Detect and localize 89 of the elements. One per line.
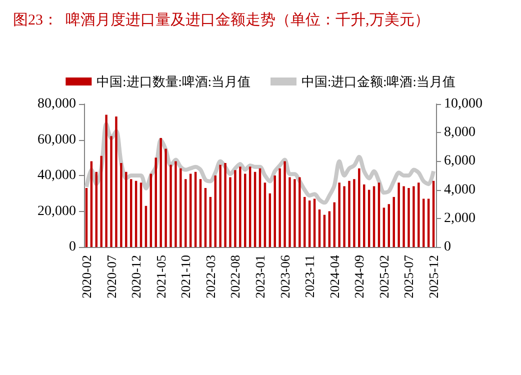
y-tick-label: 0 [69, 240, 76, 254]
bar [90, 161, 93, 247]
y-tick-label: 20,000 [38, 204, 76, 219]
bar [130, 179, 132, 247]
x-tick-label: 2025-12 [426, 255, 442, 298]
bar [219, 164, 222, 247]
bar [353, 179, 356, 247]
bar [248, 166, 252, 247]
bar [398, 182, 400, 247]
bar [278, 168, 281, 247]
bar [318, 209, 321, 247]
bar [199, 179, 202, 247]
x-tick-label: 2020-02 [78, 255, 94, 298]
x-tick-label: 2020-07 [104, 254, 119, 298]
bar [338, 182, 340, 247]
bar [422, 198, 425, 247]
y2-tick-label: 8,000 [444, 125, 476, 140]
y2-tick-label: 0 [444, 240, 451, 254]
bar [160, 138, 162, 247]
bar [388, 204, 390, 247]
bar [378, 182, 380, 247]
bar [313, 198, 316, 247]
y-tick-label: 40,000 [38, 168, 76, 183]
bar [348, 180, 350, 247]
bar [254, 172, 256, 247]
y-tick-label: 80,000 [38, 96, 76, 112]
bar [189, 174, 192, 247]
y2-tick-label: 6,000 [444, 154, 476, 169]
x-tick-label: 2022-08 [228, 255, 243, 298]
x-tick-label: 2023-01 [252, 255, 268, 298]
bar [343, 186, 346, 247]
bar [140, 182, 142, 247]
bar [204, 188, 207, 247]
bar [184, 179, 187, 247]
bar [229, 177, 232, 247]
x-tick-label: 2024-09 [352, 255, 367, 298]
legend-label: 中国:进口数量:啤酒:当月值 [96, 74, 251, 89]
bar [382, 208, 386, 247]
y2-tick-label: 2,000 [444, 210, 476, 226]
x-tick-label: 2025-02 [376, 255, 392, 298]
bar [120, 162, 122, 247]
bar [170, 164, 172, 247]
bar [125, 172, 128, 247]
bar [427, 198, 430, 247]
bar [100, 156, 102, 247]
y2-tick-label: 4,000 [444, 182, 476, 198]
bar [95, 172, 98, 247]
bar [418, 182, 420, 247]
x-tick-label: 2021-10 [178, 255, 194, 298]
bar [288, 177, 291, 247]
y-tick-label: 60,000 [38, 132, 76, 148]
bar [274, 176, 276, 247]
x-tick-label: 2020-12 [128, 255, 144, 298]
bar [308, 200, 311, 247]
bar [85, 188, 88, 247]
bar [244, 174, 246, 247]
bar [402, 186, 405, 247]
bar [214, 176, 216, 247]
x-tick-label: 2025-07 [401, 254, 416, 298]
x-tick-label: 2024-04 [326, 254, 342, 298]
bar [412, 186, 415, 247]
bar [105, 114, 108, 247]
bar [392, 196, 395, 247]
x-tick-label: 2023-11 [302, 255, 318, 298]
bar [234, 170, 236, 247]
bar [110, 136, 112, 247]
bar [264, 182, 266, 247]
bar [358, 168, 360, 247]
bar [362, 184, 366, 247]
bar [150, 174, 152, 247]
bar [239, 166, 242, 247]
legend-label: 中国:进口金额:啤酒:当月值 [302, 74, 456, 89]
bar [224, 162, 226, 247]
bar [294, 179, 296, 247]
bar [194, 172, 197, 247]
bar [408, 188, 410, 247]
x-tick-label: 2022-03 [202, 255, 218, 298]
x-tick-label: 2021-05 [153, 255, 168, 298]
bar [164, 148, 167, 247]
chart-title: 图23： 啤酒月度进口量及进口金额走势（单位：千升,万美元） [13, 12, 430, 28]
bar [284, 161, 286, 247]
y2-tick-label: 10,000 [444, 96, 482, 112]
bar [298, 177, 301, 247]
bar [180, 168, 182, 247]
bar [115, 116, 118, 247]
bar [174, 161, 177, 247]
x-tick-label: 2023-06 [277, 254, 292, 298]
bar [372, 186, 376, 247]
bar [154, 158, 158, 247]
